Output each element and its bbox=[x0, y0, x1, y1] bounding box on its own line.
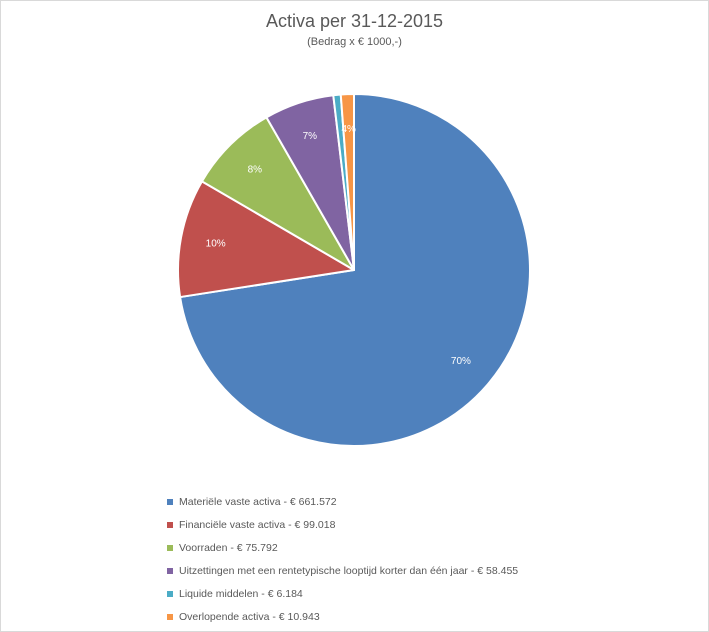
legend-label: Uitzettingen met een rentetypische loopt… bbox=[179, 565, 519, 578]
legend-item-voorraden[interactable]: Voorraden - € 75.792 bbox=[167, 537, 518, 560]
legend-swatch bbox=[167, 568, 173, 575]
pie-slice-overlopende-activa[interactable] bbox=[339, 93, 355, 271]
data-label-voorraden: 8% bbox=[248, 165, 263, 176]
legend-swatch bbox=[167, 499, 173, 506]
legend-item-materiele-vaste-activa[interactable]: Materiële vaste activa - € 661.572 bbox=[167, 491, 518, 514]
pie-slice-financiele-vaste-activa[interactable] bbox=[177, 180, 355, 299]
legend-swatch bbox=[167, 613, 173, 620]
legend-item-uitzettingen[interactable]: Uitzettingen met een rentetypische loopt… bbox=[167, 560, 518, 583]
data-label-financiele-vaste-activa: 10% bbox=[206, 238, 226, 249]
legend-label: Financiële vaste activa - € 99.018 bbox=[179, 519, 336, 532]
legend-label: Voorraden - € 75.792 bbox=[179, 542, 278, 555]
chart-title: Activa per 31-12-2015 bbox=[265, 11, 444, 31]
legend-item-liquide-middelen[interactable]: Liquide middelen - € 6.184 bbox=[167, 583, 518, 606]
data-label-overlopende-activa: 4% bbox=[341, 124, 356, 135]
legend-label: Liquide middelen - € 6.184 bbox=[179, 588, 303, 600]
legend-item-overlopende-activa[interactable]: Overlopende activa - € 10.943 bbox=[167, 605, 518, 628]
pie-slice-voorraden[interactable] bbox=[200, 116, 355, 271]
chart-subtitle: (Bedrag x € 1000,-) bbox=[307, 36, 402, 48]
data-label-uitzettingen-met-een-rentetypische-looptijd-korter-dan-een-jaar: 7% bbox=[303, 131, 318, 142]
pie-slice-materiele-vaste-activa[interactable] bbox=[179, 93, 531, 447]
legend-swatch bbox=[167, 545, 173, 552]
data-label-materiele-vaste-activa: 70% bbox=[451, 356, 471, 367]
legend-item-financiele-vaste-activa[interactable]: Financiële vaste activa - € 99.018 bbox=[167, 514, 518, 537]
legend-label: Materiële vaste activa - € 661.572 bbox=[179, 496, 337, 509]
legend-swatch bbox=[167, 522, 173, 529]
legend-swatch bbox=[167, 591, 173, 597]
legend-label: Overlopende activa - € 10.943 bbox=[179, 610, 320, 623]
legend: Materiële vaste activa - € 661.572 Finan… bbox=[167, 491, 518, 628]
